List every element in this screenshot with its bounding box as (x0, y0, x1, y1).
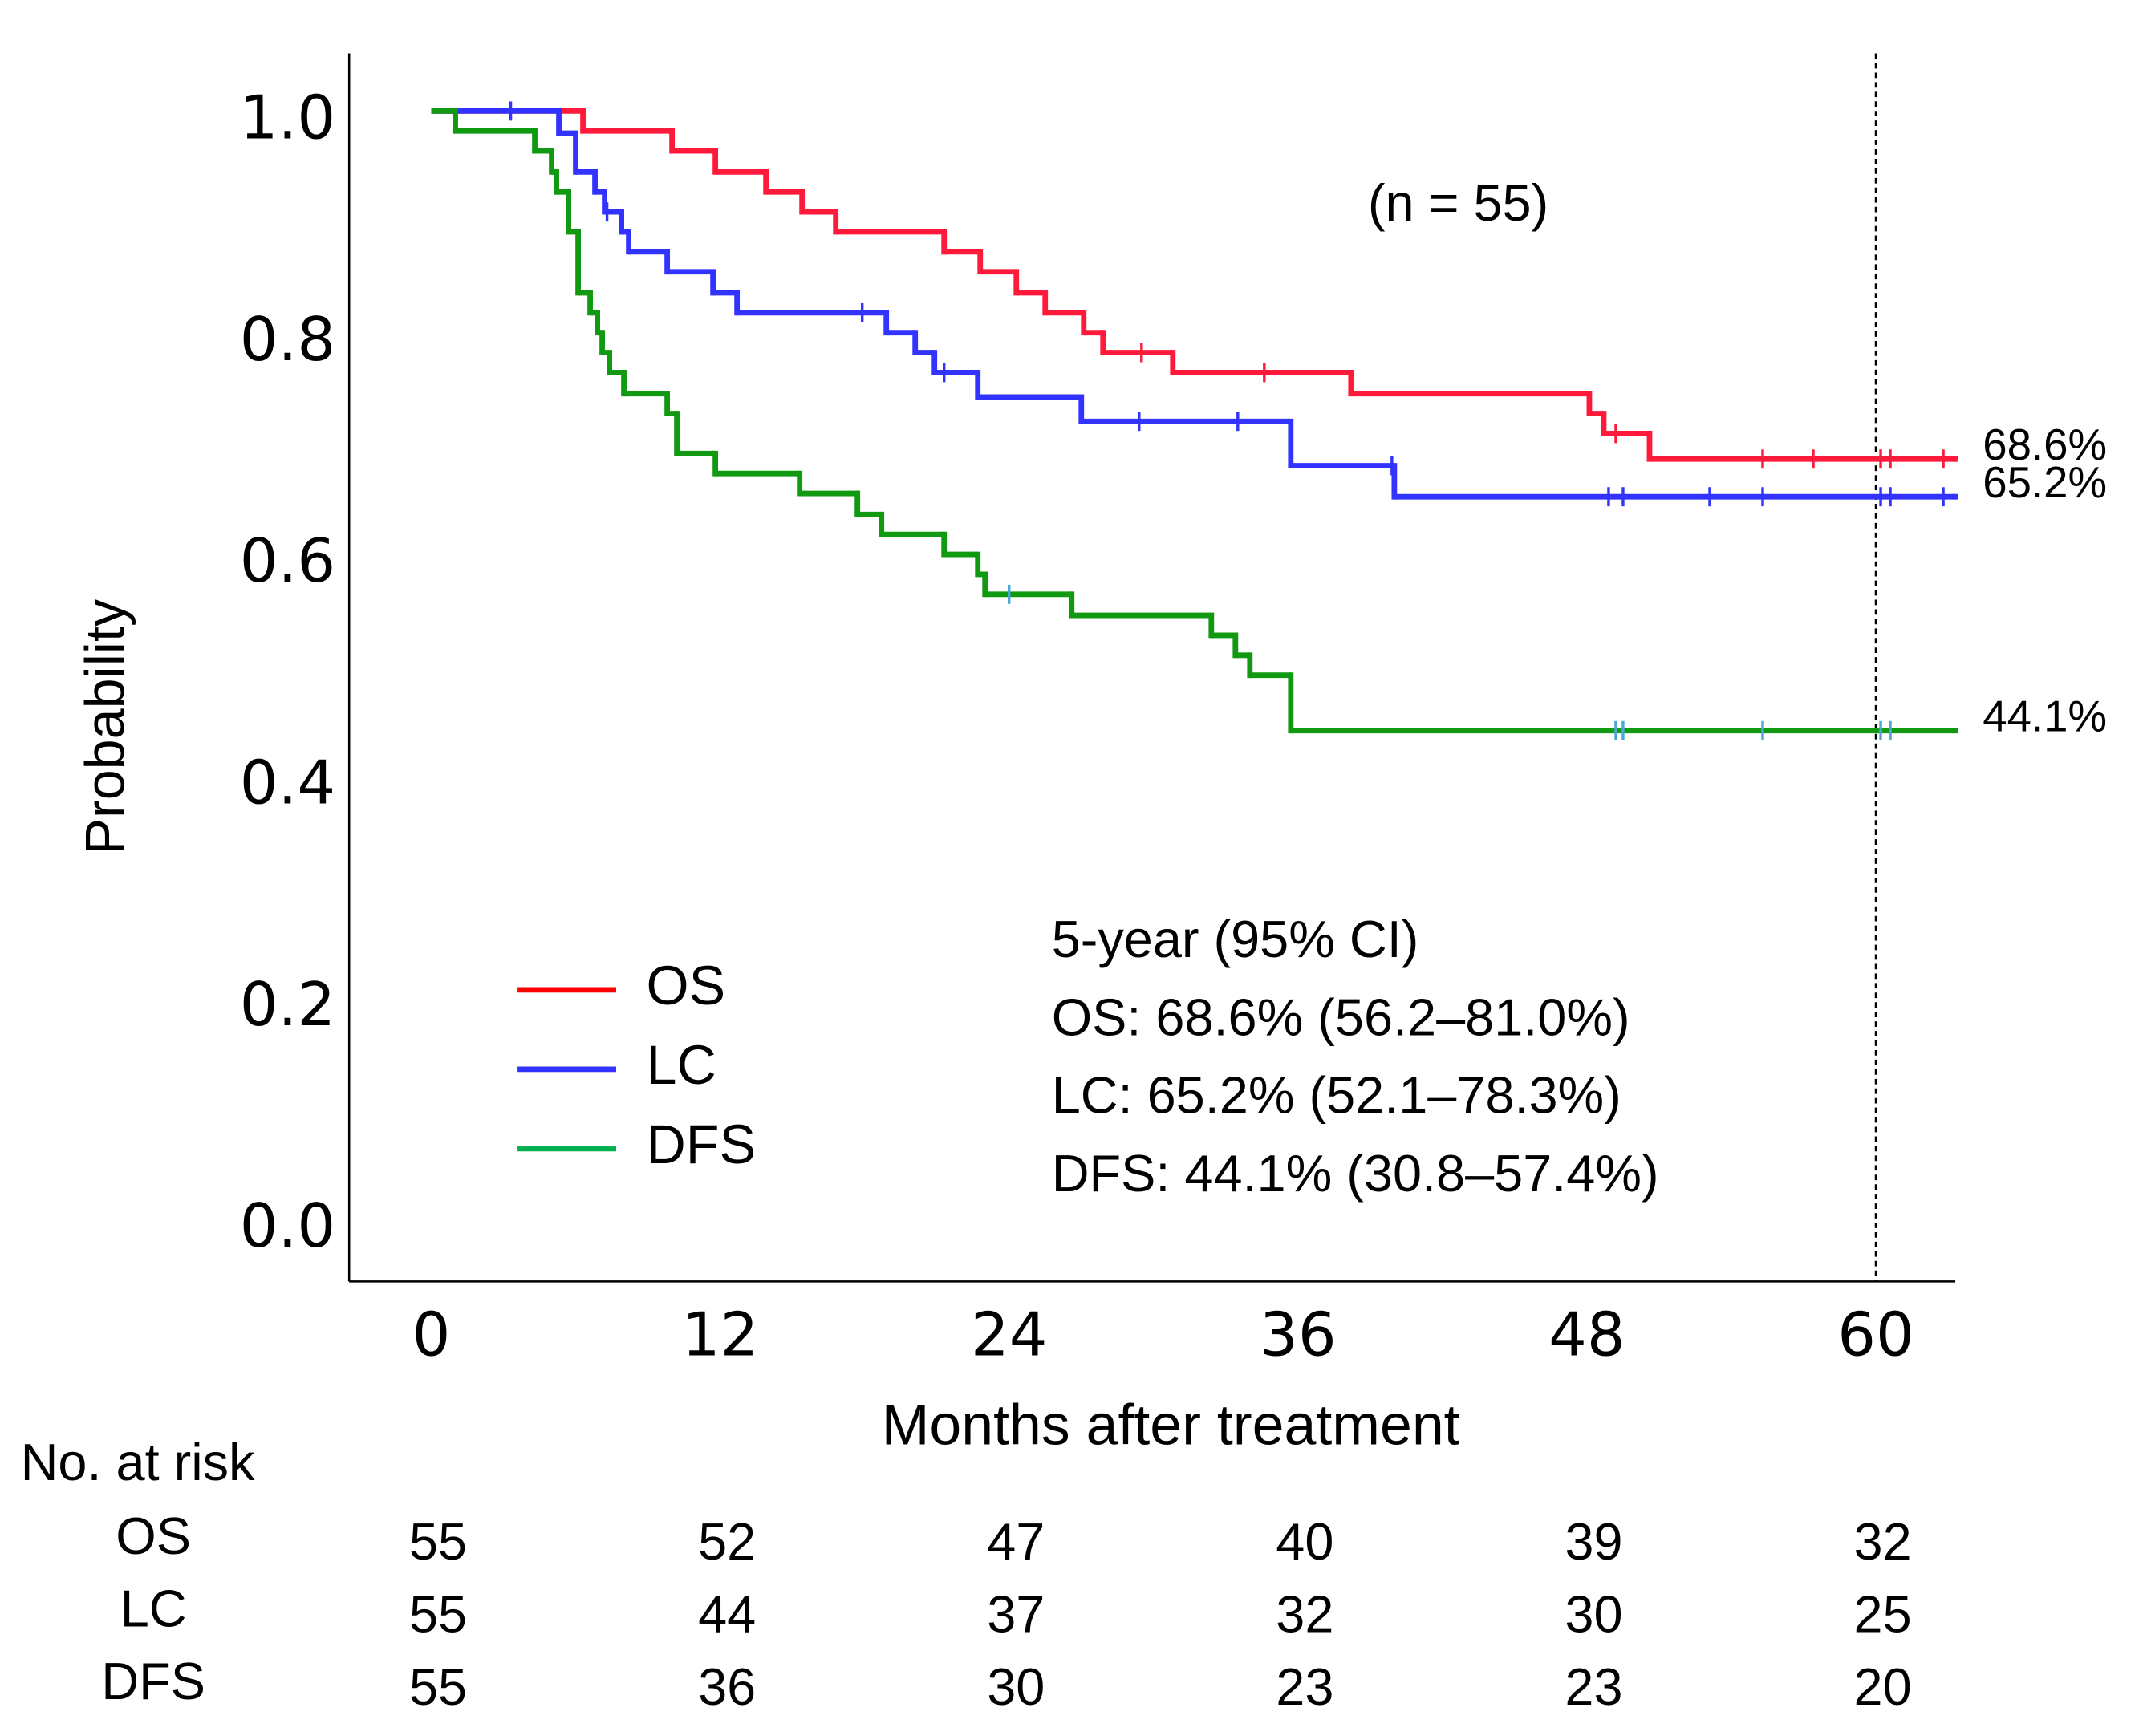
end-label: 68.6% (1983, 420, 2107, 469)
risk-count: 40 (1276, 1512, 1333, 1571)
y-axis-label: Probability (75, 599, 136, 855)
end-label: 44.1% (1983, 692, 2107, 741)
risk-count: 32 (1276, 1584, 1333, 1643)
risk-count: 32 (1854, 1512, 1912, 1571)
risk-count: 37 (987, 1584, 1045, 1643)
risk-count: 30 (1565, 1584, 1622, 1643)
risk-row-label: DFS (101, 1652, 205, 1710)
x-axis-label: Months after treatment (882, 1393, 1460, 1458)
risk-count: 20 (1854, 1657, 1912, 1716)
x-tick-label: 60 (1837, 1300, 1914, 1370)
summary-line: LC: 65.2% (52.1–78.3%) (1052, 1066, 1621, 1125)
risk-count: 25 (1854, 1584, 1912, 1643)
y-tick-label: 0.6 (240, 525, 335, 596)
risk-row-label: LC (120, 1580, 187, 1638)
x-tick-label: 36 (1260, 1300, 1337, 1370)
x-tick-label: 48 (1548, 1300, 1625, 1370)
y-tick-label: 0.4 (240, 748, 335, 818)
x-tick-label: 24 (971, 1300, 1048, 1370)
risk-count: 55 (409, 1657, 467, 1716)
legend-label: OS (647, 955, 726, 1016)
y-tick-label: 1.0 (240, 83, 335, 153)
risk-count: 44 (698, 1584, 756, 1643)
end-label: 65.2% (1983, 458, 2107, 507)
summary-line: 5-year (95% CI) (1052, 910, 1419, 968)
annotation: (n = 55) (1368, 173, 1548, 232)
summary-line: OS: 68.6% (56.2–81.0%) (1052, 988, 1630, 1046)
y-tick-label: 0.8 (240, 304, 335, 375)
summary-line: DFS: 44.1% (30.8–57.4%) (1052, 1144, 1659, 1203)
y-tick-label: 0.0 (240, 1190, 335, 1261)
risk-count: 55 (409, 1512, 467, 1571)
risk-count: 30 (987, 1657, 1045, 1716)
risk-table-title: No. at risk (21, 1433, 255, 1491)
risk-count: 23 (1276, 1657, 1333, 1716)
x-tick-label: 0 (412, 1300, 451, 1370)
risk-count: 55 (409, 1584, 467, 1643)
risk-count: 52 (698, 1512, 756, 1571)
risk-count: 36 (698, 1657, 756, 1716)
legend-label: DFS (647, 1114, 757, 1175)
risk-count: 23 (1565, 1657, 1622, 1716)
risk-count: 39 (1565, 1512, 1622, 1571)
y-tick-label: 0.2 (240, 969, 335, 1040)
x-tick-label: 12 (682, 1300, 759, 1370)
legend-label: LC (647, 1035, 716, 1096)
risk-count: 47 (987, 1512, 1045, 1571)
risk-row-label: OS (116, 1507, 191, 1565)
